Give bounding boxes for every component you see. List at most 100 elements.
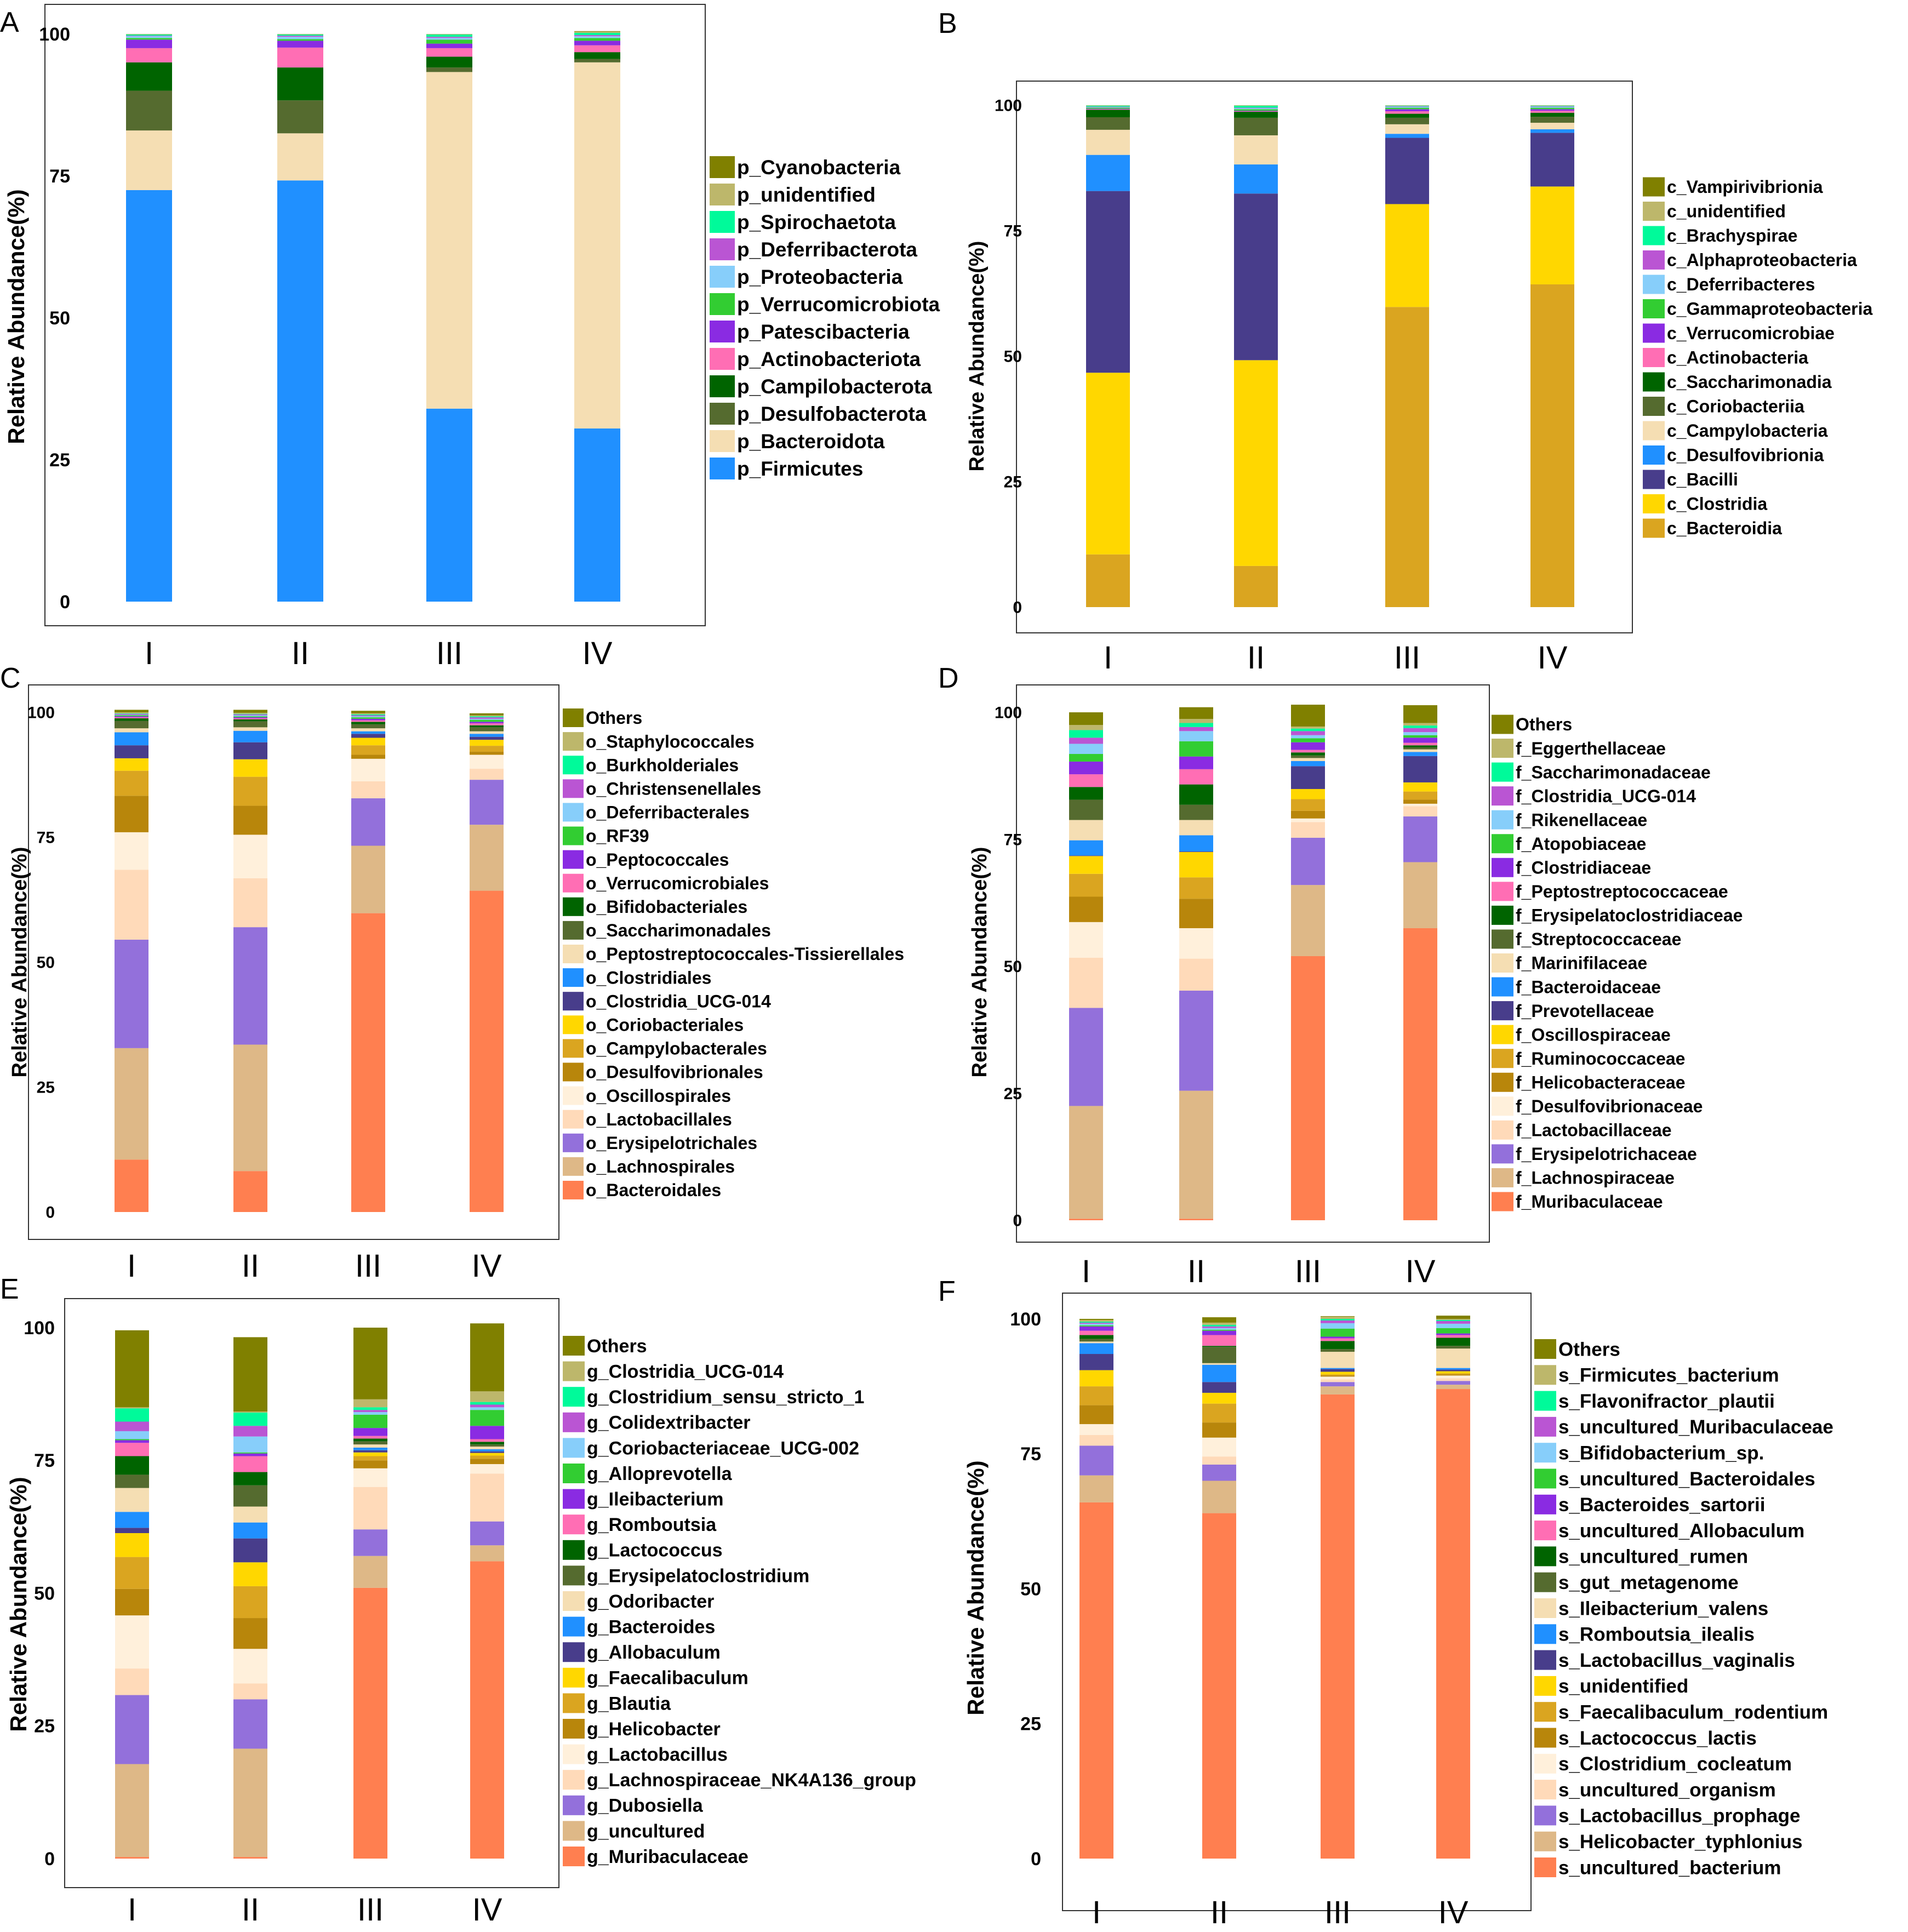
bar-segment [126, 130, 172, 190]
legend-label: c_Verrucomicrobiae [1667, 323, 1835, 343]
bar-segment [233, 730, 267, 742]
bar-segment [574, 52, 620, 59]
legend-label: s_Lactobacillus_prophage [1558, 1805, 1801, 1827]
y-tick-label: 100 [1010, 1309, 1041, 1330]
panel-letter: E [0, 1273, 19, 1305]
bar-segment [115, 728, 148, 733]
bar-segment [1179, 727, 1213, 731]
bar-segment [1202, 1317, 1236, 1323]
legend-label: o_Bacteroidales [586, 1180, 721, 1200]
bar-segment [233, 1485, 267, 1507]
bar-segment [1079, 1323, 1113, 1325]
bar-segment [115, 718, 148, 721]
bar-segment [233, 742, 267, 759]
bar-segment [1069, 840, 1103, 856]
bar-segment [1321, 1336, 1355, 1339]
bar-segment [470, 1404, 504, 1408]
legend-swatch [1492, 929, 1513, 949]
bar-segment [1086, 110, 1130, 117]
legend-label: p_Cyanobacteria [737, 156, 901, 179]
bar-segment [426, 67, 472, 72]
legend-swatch [710, 458, 735, 479]
bar-segment [426, 43, 472, 48]
bar-segment [1291, 810, 1325, 819]
bar-segment [1202, 1464, 1236, 1481]
legend-label: f_Marinifilaceae [1516, 953, 1647, 973]
bar-segment [1234, 360, 1278, 566]
bar-segment [1321, 1369, 1355, 1372]
bar-segment [1403, 745, 1437, 747]
bar-segment [574, 45, 620, 53]
legend-swatch [1492, 786, 1513, 806]
bar-segment [115, 770, 148, 796]
legend-swatch [1534, 1805, 1556, 1826]
bar-segment [1403, 803, 1437, 807]
legend-swatch [1534, 1857, 1556, 1877]
panel-letter: F [938, 1276, 956, 1307]
y-tick-label: 50 [34, 1583, 55, 1604]
legend-label: f_Bacteroidaceae [1516, 977, 1661, 997]
legend-label: f_Atopobiaceae [1516, 834, 1646, 854]
legend-label: c_unidentified [1667, 202, 1786, 221]
bar-segment [1436, 1319, 1470, 1321]
legend-swatch [1534, 1391, 1556, 1411]
legend-swatch [1492, 715, 1513, 734]
bar-segment [115, 1695, 149, 1764]
bar-segment [1321, 1349, 1355, 1352]
legend-swatch [563, 1821, 585, 1841]
bar-segment [1530, 123, 1574, 129]
bar-segment [1291, 788, 1325, 799]
bar-segment [1403, 725, 1437, 728]
bar-segment [351, 758, 385, 781]
bar-segment [233, 1857, 267, 1859]
legend-swatch [1643, 421, 1665, 441]
bar-segment [351, 728, 385, 731]
bar-segment [1321, 1374, 1355, 1376]
bar-segment [470, 1455, 504, 1459]
bar-segment [353, 1456, 387, 1461]
plot-frame [1016, 81, 1633, 633]
bar-segment [1202, 1322, 1236, 1325]
bar-segment [1321, 1394, 1355, 1859]
bar-segment [426, 56, 472, 68]
bar-segment [1069, 774, 1103, 787]
bar-segment [1202, 1392, 1236, 1404]
bar-segment [426, 39, 472, 44]
legend-swatch [1492, 834, 1513, 854]
bar-segment [351, 734, 385, 738]
legend-label: o_Lactobacillales [586, 1110, 732, 1129]
legend-label: s_unidentified [1558, 1676, 1688, 1697]
legend-label: f_Helicobacteraceae [1516, 1072, 1686, 1092]
legend-swatch [1492, 762, 1513, 782]
bar-segment [1436, 1321, 1470, 1324]
bar-segment [470, 719, 504, 722]
legend-label: g_Bacteroides [587, 1617, 715, 1638]
bar-segment [1179, 1090, 1213, 1219]
legend-label: s_Clostridium_cocleatum [1558, 1753, 1792, 1775]
bar-segment [233, 715, 267, 717]
bar-segment [470, 723, 504, 725]
bar-segment [1179, 990, 1213, 1091]
bar-segment [1069, 896, 1103, 922]
legend-swatch [1492, 882, 1513, 901]
legend-label: g_Coriobacteriaceae_UCG-002 [587, 1438, 859, 1459]
bar-segment [470, 1453, 504, 1456]
y-tick-label: 50 [49, 308, 70, 329]
bar-segment [470, 769, 504, 780]
legend-swatch [563, 1744, 585, 1764]
legend-swatch [710, 266, 735, 288]
legend-label: o_Campylobacterales [586, 1039, 767, 1059]
bar-segment [115, 716, 148, 718]
x-category-label: I [127, 1248, 136, 1284]
legend-label: c_Vampirivibrionia [1667, 177, 1823, 197]
bar-segment [1069, 873, 1103, 897]
x-category-label: II [1210, 1895, 1228, 1930]
bar-segment [470, 754, 504, 769]
legend-swatch [1492, 739, 1513, 758]
bar-segment [1179, 719, 1213, 723]
bar-segment [126, 34, 172, 35]
bar-segment [115, 1557, 149, 1589]
legend-swatch [710, 375, 735, 397]
bar-segment [1321, 1319, 1355, 1321]
legend-label: f_Eggerthellaceae [1516, 739, 1666, 758]
